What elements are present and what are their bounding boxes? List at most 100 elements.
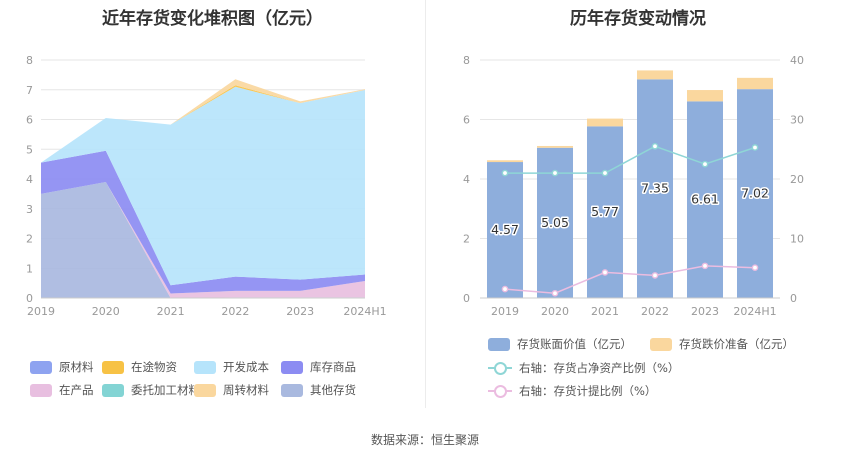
legend-label: 其他存货 <box>310 383 356 397</box>
legend-label: 右轴：存货计提比例（%） <box>519 384 657 398</box>
y-tick-label: 1 <box>26 262 33 275</box>
line-provision-ratio <box>504 265 756 294</box>
x-tick-label: 2020 <box>541 305 569 318</box>
line-point <box>501 169 509 177</box>
panel-divider <box>425 0 426 408</box>
x-tick-label: 2021 <box>157 305 185 318</box>
line-point <box>751 264 759 271</box>
legend-swatch <box>102 383 124 397</box>
legend-swatch <box>194 360 216 374</box>
bar-book-value <box>487 162 523 298</box>
bar-impairment-provision <box>537 145 573 148</box>
inventory-stacked-area-panel: 近年存货变化堆积图（亿元） 0 1 2 3 4 5 6 7 8 2019 2020 2021 2022 2… <box>0 0 425 410</box>
stacked-area-chart: 0 1 2 3 4 5 6 7 8 2019 2020 2021 2022 2023 2024H1 <box>26 54 387 318</box>
y2-tick-label: 20 <box>790 173 804 186</box>
legend-label: 存货账面价值（亿元） <box>517 337 632 351</box>
y-tick-label: 6 <box>463 114 470 127</box>
legend-item[interactable]: 开发成本 <box>194 359 269 375</box>
y-tick-label: 8 <box>26 54 33 67</box>
x-tick-label: 2024H1 <box>343 305 386 318</box>
line-point <box>651 272 659 279</box>
legend-swatch <box>650 337 672 351</box>
legend-label: 在产品 <box>59 383 94 397</box>
legend-swatch <box>102 360 124 374</box>
legend-label: 原材料 <box>59 360 94 374</box>
area-a9b9df-series <box>41 182 365 298</box>
legend-swatch <box>30 383 52 397</box>
y-tick-label: 2 <box>26 233 33 246</box>
bar-impairment-provision <box>687 90 723 102</box>
y2-tick-label: 40 <box>790 54 804 67</box>
x-tick-label: 2020 <box>92 305 120 318</box>
legend-item[interactable]: 存货跌价准备（亿元） <box>650 336 794 352</box>
legend-swatch <box>281 383 303 397</box>
legend-label: 存货跌价准备（亿元） <box>679 337 794 351</box>
line-point <box>551 289 559 297</box>
legend-item[interactable]: 原材料 <box>30 359 94 375</box>
bar-impairment-provision <box>637 70 673 80</box>
legend-item[interactable]: 委托加工材料 <box>102 382 200 398</box>
legend-item[interactable]: 库存商品 <box>281 359 356 375</box>
line-inventory-to-net-assets <box>505 145 756 174</box>
line-point <box>601 269 609 276</box>
y-tick-label: 0 <box>463 292 470 305</box>
legend-item[interactable]: 在途物资 <box>102 359 177 375</box>
legend-item[interactable]: 右轴：存货占净资产比例（%） <box>488 360 679 376</box>
line-point <box>751 144 759 151</box>
legend-item[interactable]: 右轴：存货计提比例（%） <box>488 383 656 399</box>
area-e8bfe0-series <box>41 182 365 298</box>
legend-swatch <box>281 360 303 374</box>
legend-swatch <box>488 337 510 351</box>
line-point <box>601 169 609 177</box>
line-point <box>651 142 659 150</box>
legend-swatch <box>30 360 52 374</box>
legend-label: 周转材料 <box>223 383 269 397</box>
line-point <box>551 169 559 177</box>
y-tick-label: 5 <box>26 143 33 156</box>
x-tick-label: 2022 <box>641 305 669 318</box>
x-tick-label: 2023 <box>286 305 314 318</box>
legend-item[interactable]: 其他存货 <box>281 382 356 398</box>
y2-tick-label: 0 <box>790 292 797 305</box>
bar-impairment-provision <box>487 160 523 163</box>
legend-item[interactable]: 周转材料 <box>194 382 269 398</box>
y-tick-label: 4 <box>463 173 470 186</box>
legend-swatch <box>488 384 512 398</box>
x-tick-label: 2022 <box>221 305 249 318</box>
legend-swatch <box>194 383 216 397</box>
y-tick-label: 3 <box>26 203 33 216</box>
bar-data-label: 5.05 <box>541 215 569 230</box>
legend-label: 开发成本 <box>223 360 269 374</box>
legend-item[interactable]: 存货账面价值（亿元） <box>488 336 632 352</box>
x-tick-label: 2019 <box>27 305 55 318</box>
bar-data-label: 7.35 <box>641 181 669 196</box>
y-tick-label: 6 <box>26 114 33 127</box>
bar-data-label: 4.57 <box>491 222 519 237</box>
y-tick-label: 8 <box>463 54 470 67</box>
y-tick-label: 2 <box>463 233 470 246</box>
y2-tick-label: 30 <box>790 114 804 127</box>
bar-data-label: 7.02 <box>741 186 769 201</box>
left-chart-title: 近年存货变化堆积图（亿元） <box>102 9 323 29</box>
data-source-note: 数据来源：恒生聚源 <box>370 433 479 447</box>
bar-data-label: 5.77 <box>591 204 619 219</box>
y2-tick-label: 10 <box>790 233 804 246</box>
bar-impairment-provision <box>737 77 773 90</box>
legend-label: 委托加工材料 <box>131 383 200 397</box>
area-8c8cf2-series <box>41 150 365 294</box>
bar-data-label: 6.61 <box>691 192 719 207</box>
x-tick-label: 2019 <box>491 305 519 318</box>
y-tick-label: 7 <box>26 84 33 97</box>
line-point <box>701 160 709 168</box>
right-chart-title: 历年存货变动情况 <box>570 9 706 29</box>
x-tick-label: 2021 <box>591 305 619 318</box>
area-b6e4fb-series <box>41 86 365 286</box>
line-point <box>501 285 509 293</box>
legend-swatch <box>488 361 512 375</box>
bar-book-value <box>637 79 673 299</box>
x-tick-label: 2023 <box>691 305 719 318</box>
line-point <box>701 262 709 270</box>
inventory-change-panel: 历年存货变动情况 0 2 4 6 8 0 10 20 30 40 4.57 5.05 5.77 7.35 6… <box>426 0 850 410</box>
legend-item[interactable]: 在产品 <box>30 382 94 398</box>
bar-book-value <box>737 89 773 298</box>
